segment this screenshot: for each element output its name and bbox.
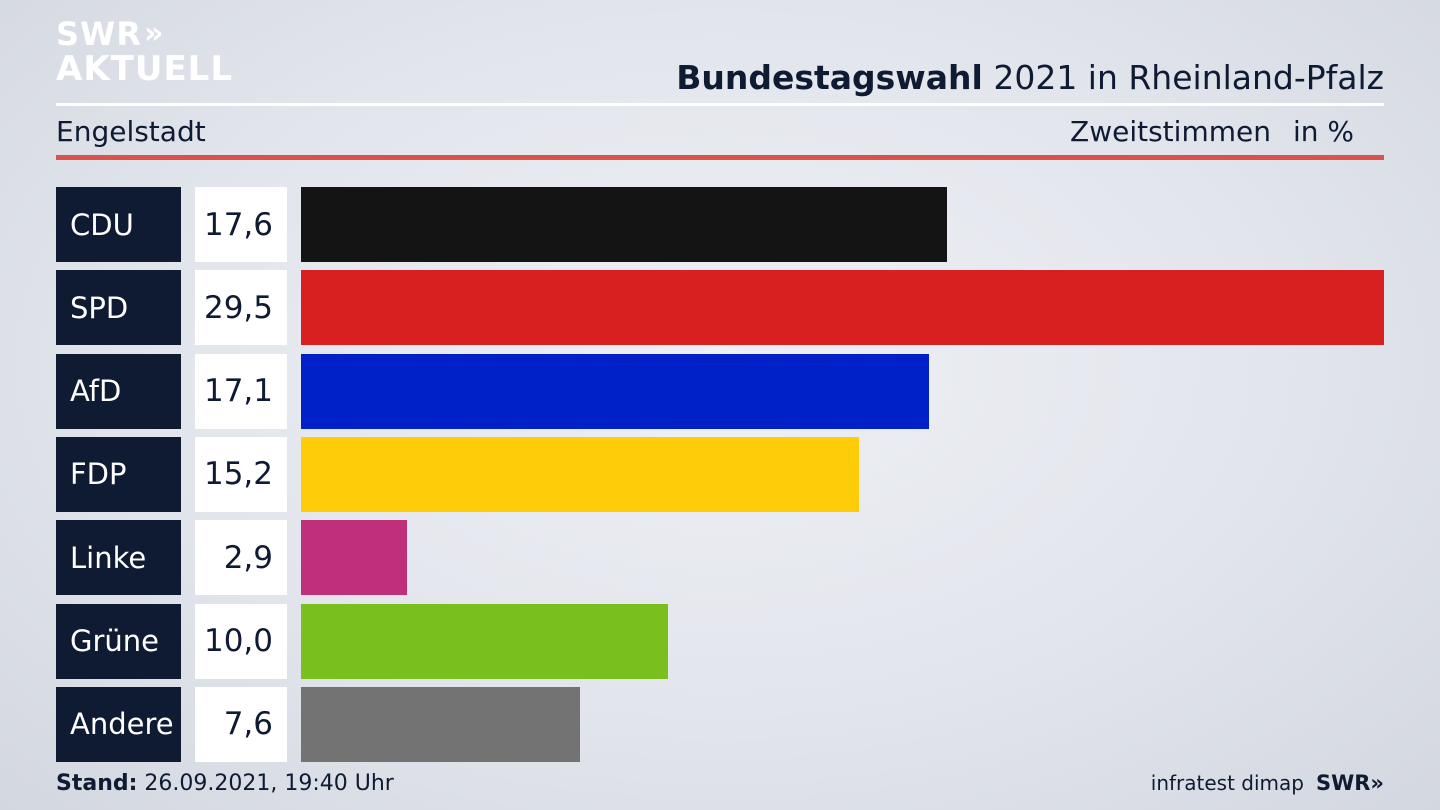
unit-text: in % <box>1292 115 1354 148</box>
logo-swr-text: SWR <box>56 15 142 53</box>
title-bold: Bundestagswahl <box>676 58 983 97</box>
timestamp: Stand: 26.09.2021, 19:40 Uhr <box>56 771 394 796</box>
bar <box>301 187 948 262</box>
bar <box>301 686 580 762</box>
region-label: Engelstadt <box>56 115 206 148</box>
swr-footer-logo: SWR» <box>1315 771 1384 795</box>
party-label: SPD <box>56 270 181 346</box>
bar <box>301 436 860 512</box>
party-label: FDP <box>56 436 181 512</box>
bar <box>301 603 669 679</box>
party-label: Linke <box>56 520 181 596</box>
measure-text: Zweitstimmen <box>1070 115 1271 148</box>
value-label: 15,2 <box>195 436 287 512</box>
page-title: Bundestagswahl 2021 in Rheinland-Pfalz <box>676 58 1384 97</box>
value-label: 2,9 <box>195 520 287 596</box>
stand-value: 26.09.2021, 19:40 Uhr <box>137 771 394 796</box>
measure-label: Zweitstimmen in % <box>1070 115 1354 148</box>
stand-label: Stand: <box>56 771 138 796</box>
party-label: Andere <box>56 686 181 762</box>
value-label: 17,6 <box>195 187 287 262</box>
value-label: 7,6 <box>195 686 287 762</box>
source-credit: infratest dimap SWR» <box>1151 771 1384 795</box>
value-label: 17,1 <box>195 353 287 429</box>
party-label: AfD <box>56 353 181 429</box>
header-divider <box>56 103 1384 106</box>
source-text: infratest dimap <box>1150 771 1304 795</box>
title-rest: 2021 in Rheinland-Pfalz <box>982 58 1384 97</box>
bar <box>301 353 929 429</box>
party-label: Grüne <box>56 603 181 679</box>
chevron-right-icon: » <box>143 16 164 51</box>
accent-divider <box>56 155 1384 160</box>
value-label: 29,5 <box>195 270 287 346</box>
swr-aktuell-logo: SWR » AKTUELL <box>56 18 233 86</box>
value-label: 10,0 <box>195 603 287 679</box>
logo-aktuell-text: AKTUELL <box>56 49 234 89</box>
bar <box>301 270 1384 346</box>
party-label: CDU <box>56 187 181 262</box>
bar <box>301 520 408 596</box>
